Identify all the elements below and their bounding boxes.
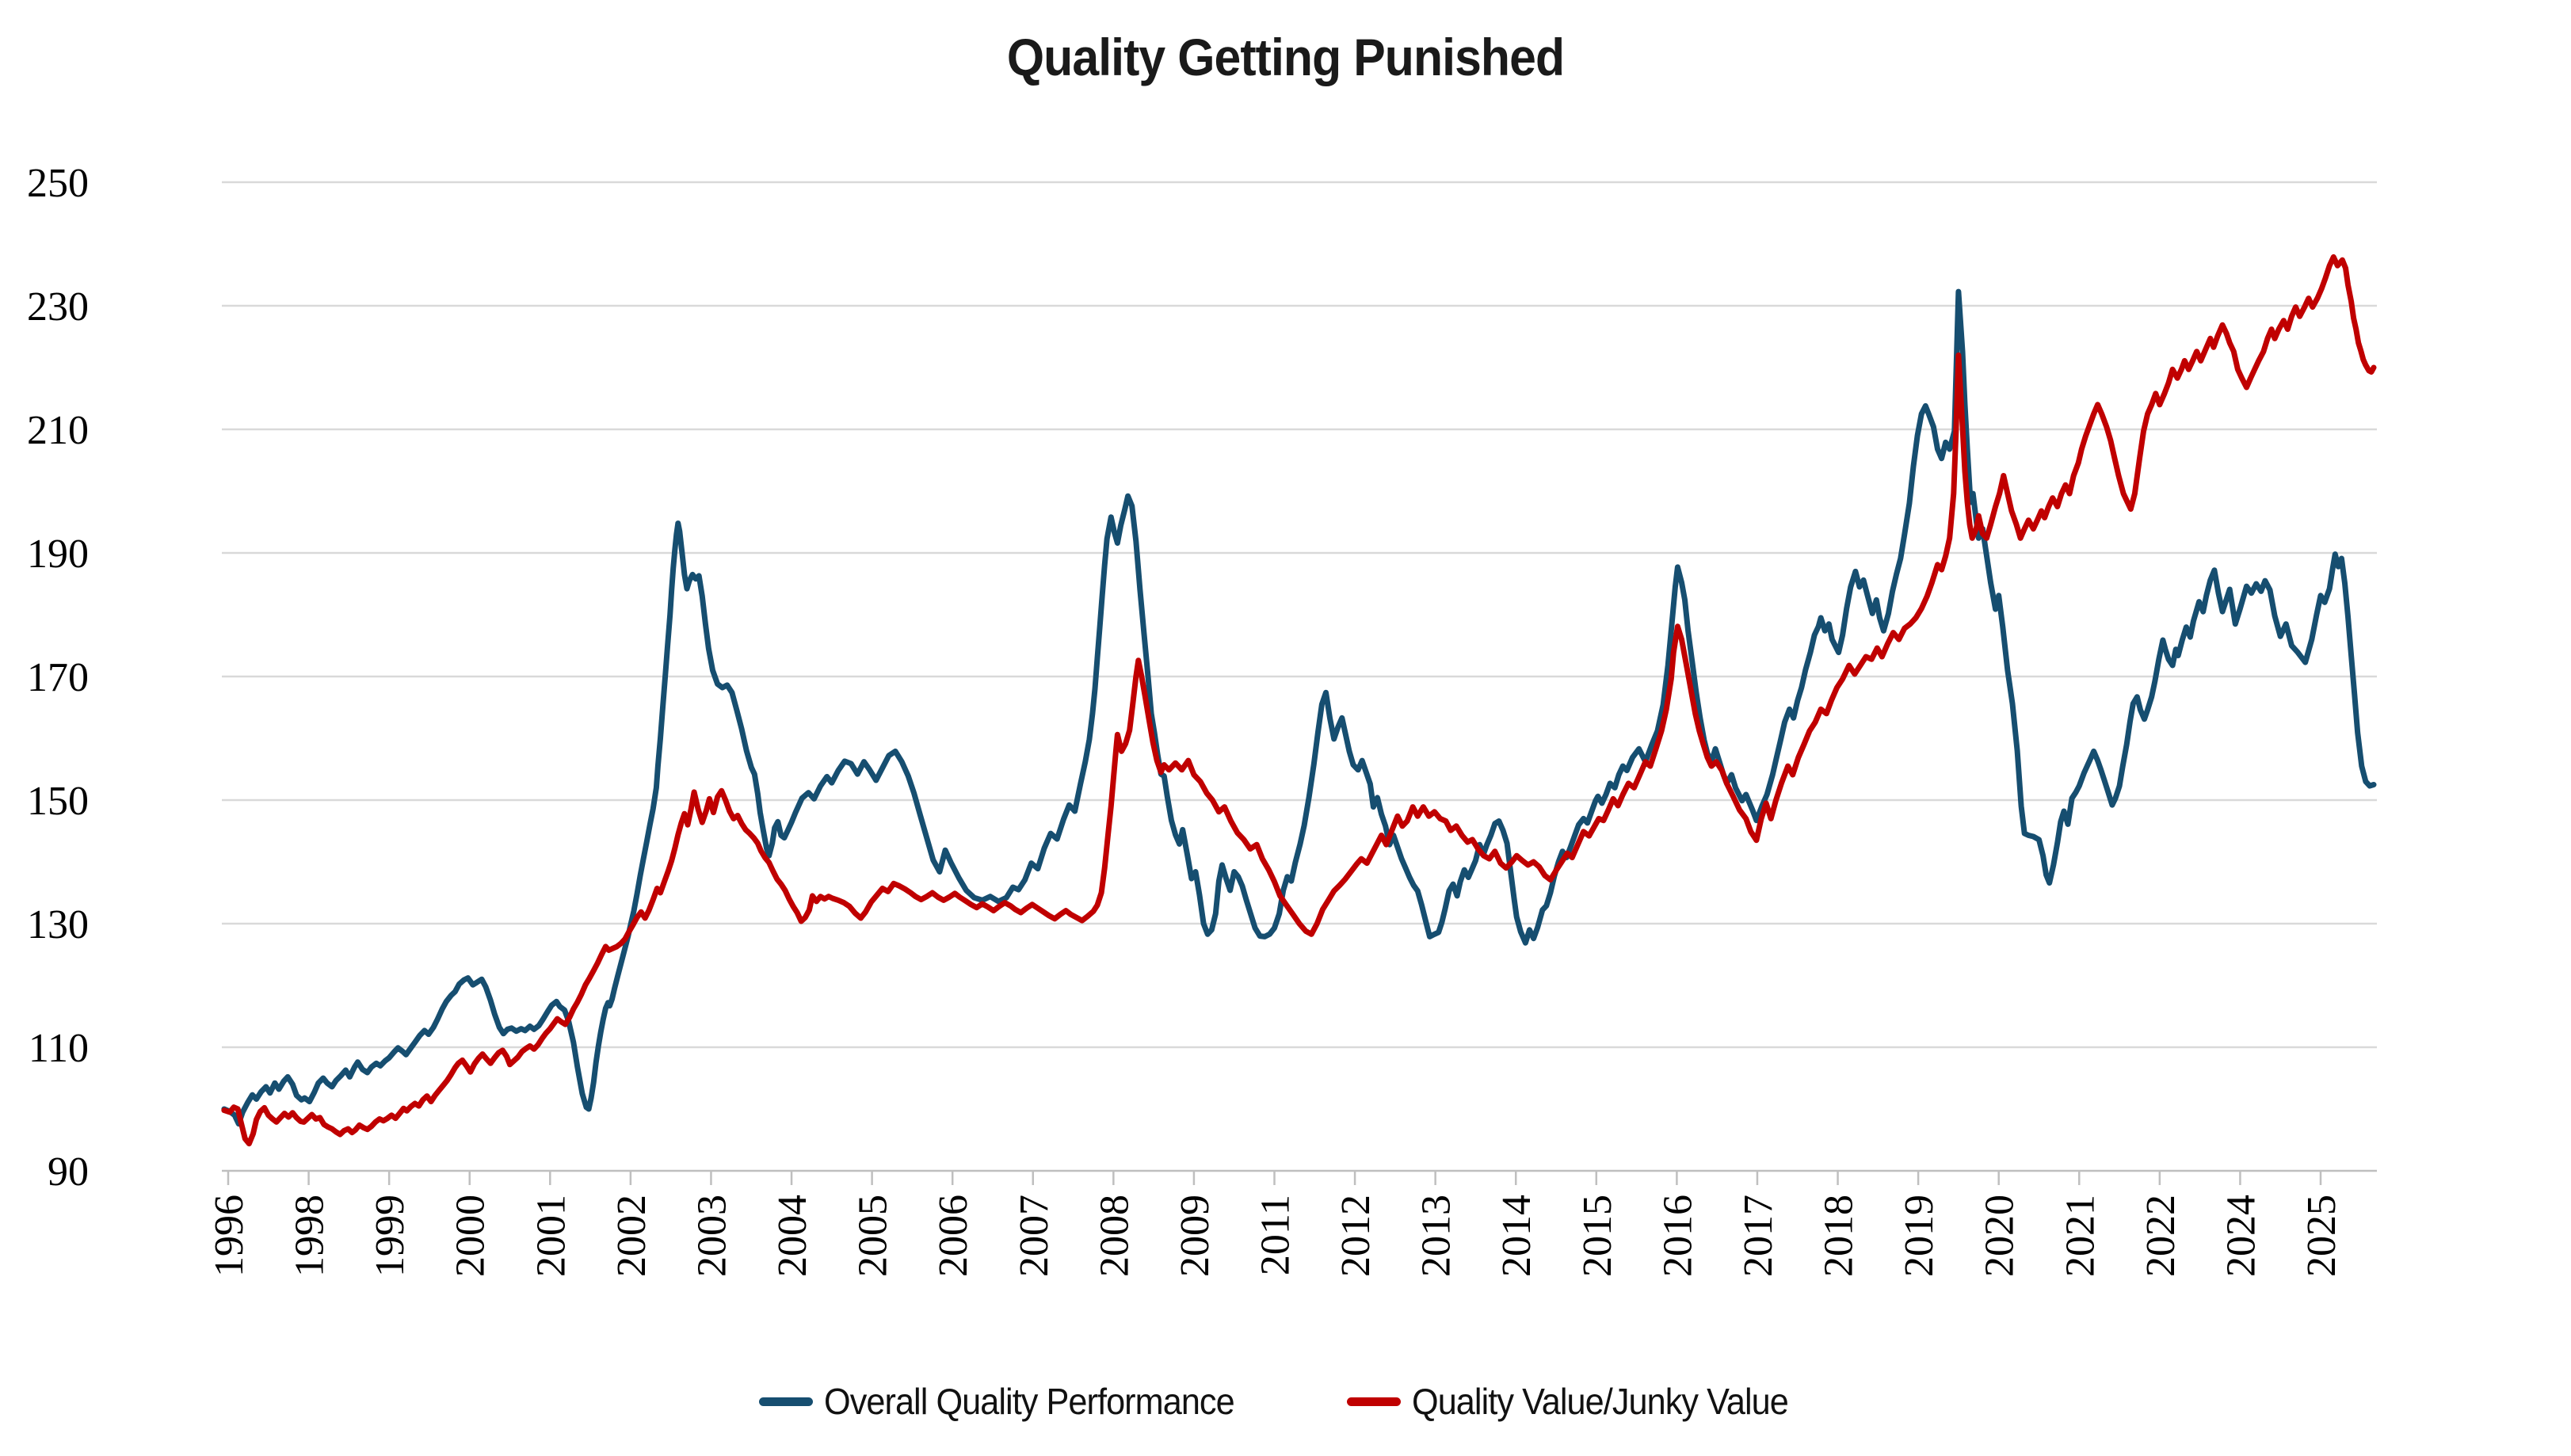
x-tick-label: 1999	[368, 1195, 413, 1277]
legend-line-blue-icon	[758, 1397, 813, 1406]
y-tick-label: 210	[27, 408, 89, 453]
legend-line-red-icon	[1347, 1397, 1402, 1406]
x-tick-label: 2012	[1333, 1195, 1379, 1277]
x-tick-label: 1998	[288, 1195, 333, 1277]
y-tick-label: 130	[27, 902, 89, 947]
x-tick-label: 2011	[1253, 1195, 1299, 1275]
x-tick-label: 2007	[1012, 1195, 1057, 1277]
legend-label: Quality Value/Junky Value	[1412, 1381, 1789, 1422]
x-tick-label: 2000	[448, 1195, 494, 1277]
y-tick-label: 110	[29, 1026, 89, 1071]
x-tick-label: 2004	[770, 1195, 815, 1277]
chart-title: Quality Getting Punished	[1006, 28, 1565, 86]
series-line-quality-value	[221, 253, 2377, 1147]
x-tick-label: 2013	[1414, 1195, 1459, 1277]
legend-item-quality-value: Quality Value/Junky Value	[1347, 1380, 1812, 1423]
x-tick-label: 2018	[1817, 1195, 1862, 1277]
x-tick-label: 2002	[609, 1195, 654, 1277]
y-tick-label: 230	[27, 284, 89, 330]
x-tick-label: 2015	[1575, 1195, 1620, 1277]
legend-item-overall-quality: Overall Quality Performance	[758, 1380, 1261, 1423]
x-tick-label: 2014	[1494, 1195, 1539, 1277]
y-tick-label: 170	[27, 655, 89, 700]
x-tick-label: 1996	[207, 1195, 252, 1277]
y-tick-label: 150	[27, 779, 89, 824]
x-tick-label: 2005	[851, 1195, 896, 1277]
x-tick-label: 2021	[2058, 1195, 2103, 1277]
x-tick-label: 2019	[1897, 1195, 1942, 1277]
y-tick-label: 90	[48, 1149, 89, 1195]
legend: Overall Quality Performance Quality Valu…	[0, 1380, 2571, 1423]
x-tick-label: 2001	[528, 1195, 574, 1277]
x-tick-label: 2025	[2299, 1195, 2344, 1277]
x-tick-label: 2016	[1655, 1195, 1700, 1277]
x-tick-label: 2022	[2138, 1195, 2184, 1277]
x-tick-label: 2003	[689, 1195, 734, 1277]
x-tick-label: 2009	[1173, 1195, 1218, 1277]
y-tick-label: 250	[27, 161, 89, 206]
y-tick-label: 190	[27, 532, 89, 577]
series-line-overall-quality	[221, 288, 2377, 1127]
x-tick-label: 2020	[1978, 1195, 2023, 1277]
x-tick-label: 2024	[2218, 1195, 2264, 1277]
legend-label: Overall Quality Performance	[823, 1381, 1235, 1422]
x-tick-label: 2006	[931, 1195, 976, 1277]
x-tick-label: 2017	[1736, 1195, 1781, 1277]
x-tick-label: 2008	[1092, 1195, 1137, 1277]
